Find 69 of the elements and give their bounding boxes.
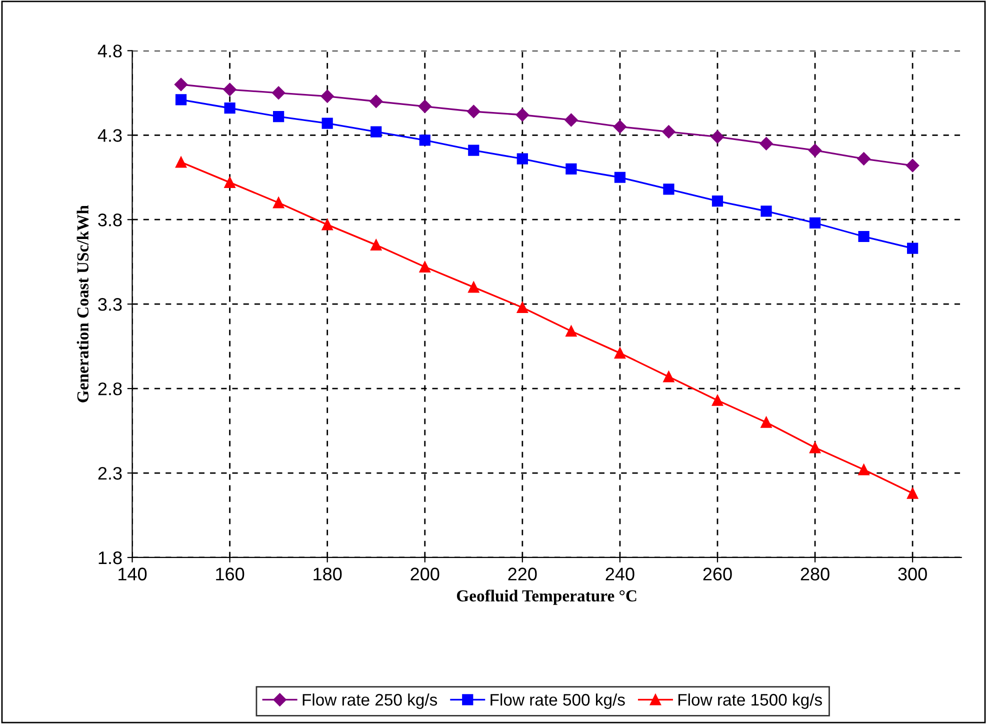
point <box>418 100 432 114</box>
point <box>224 176 236 188</box>
x-tick-label: 160 <box>216 568 244 580</box>
point <box>662 125 676 138</box>
x-axis-title: Geofluid Temperature °C <box>456 590 636 605</box>
point <box>468 144 480 156</box>
point <box>857 152 870 166</box>
legend-label: Flow rate 1500 kg/s <box>678 693 822 709</box>
point <box>370 239 382 251</box>
point <box>370 94 383 108</box>
point <box>272 86 286 100</box>
x-tick-label: 140 <box>118 568 147 580</box>
point <box>370 126 382 138</box>
point <box>419 261 430 272</box>
point <box>663 371 674 382</box>
point <box>809 442 821 454</box>
point <box>808 144 822 157</box>
point <box>516 302 528 314</box>
point <box>322 118 333 129</box>
x-tick-label: 260 <box>703 568 732 580</box>
point <box>516 153 528 164</box>
y-tick-label: 4.3 <box>98 129 122 142</box>
point <box>710 130 724 144</box>
y-tick-label: 4.8 <box>98 44 122 58</box>
point <box>516 108 529 122</box>
x-tick-label: 220 <box>508 568 537 580</box>
point <box>419 134 430 146</box>
point <box>760 137 773 150</box>
point <box>223 82 236 96</box>
y-tick-label: 3.3 <box>98 298 122 311</box>
x-tick-label: 180 <box>314 568 342 580</box>
point <box>760 416 772 428</box>
point <box>858 464 870 476</box>
point <box>613 120 627 134</box>
y-tick-label: 2.3 <box>98 466 122 480</box>
point <box>907 488 918 499</box>
legend-label: Flow rate 250 kg/s <box>302 693 438 709</box>
point <box>273 197 284 208</box>
point <box>712 195 724 207</box>
point <box>712 394 724 406</box>
point <box>224 102 236 114</box>
point <box>320 90 334 103</box>
point <box>809 217 821 229</box>
y-axis-title: Generation Coast USc/kWh <box>76 205 89 402</box>
point <box>322 219 333 230</box>
y-tick-label: 1.8 <box>98 551 122 564</box>
point <box>907 242 918 254</box>
legend-label: Flow rate 500 kg/s <box>490 693 625 709</box>
point <box>858 230 870 242</box>
x-tick-label: 280 <box>800 568 830 580</box>
x-tick-label: 240 <box>606 568 634 580</box>
point <box>467 104 480 118</box>
point <box>566 163 577 174</box>
point <box>614 172 626 183</box>
point <box>906 158 920 172</box>
point <box>273 111 284 122</box>
point <box>663 184 674 195</box>
point <box>468 282 480 293</box>
point <box>564 113 578 127</box>
point <box>175 156 187 168</box>
point <box>174 78 188 92</box>
point <box>614 348 626 359</box>
x-tick-label: 200 <box>410 568 440 580</box>
x-tick-label: 300 <box>898 568 927 580</box>
point <box>566 326 577 337</box>
point <box>175 94 187 106</box>
y-tick-label: 2.8 <box>98 382 122 396</box>
y-tick-label: 3.8 <box>98 214 122 226</box>
point <box>760 206 772 217</box>
